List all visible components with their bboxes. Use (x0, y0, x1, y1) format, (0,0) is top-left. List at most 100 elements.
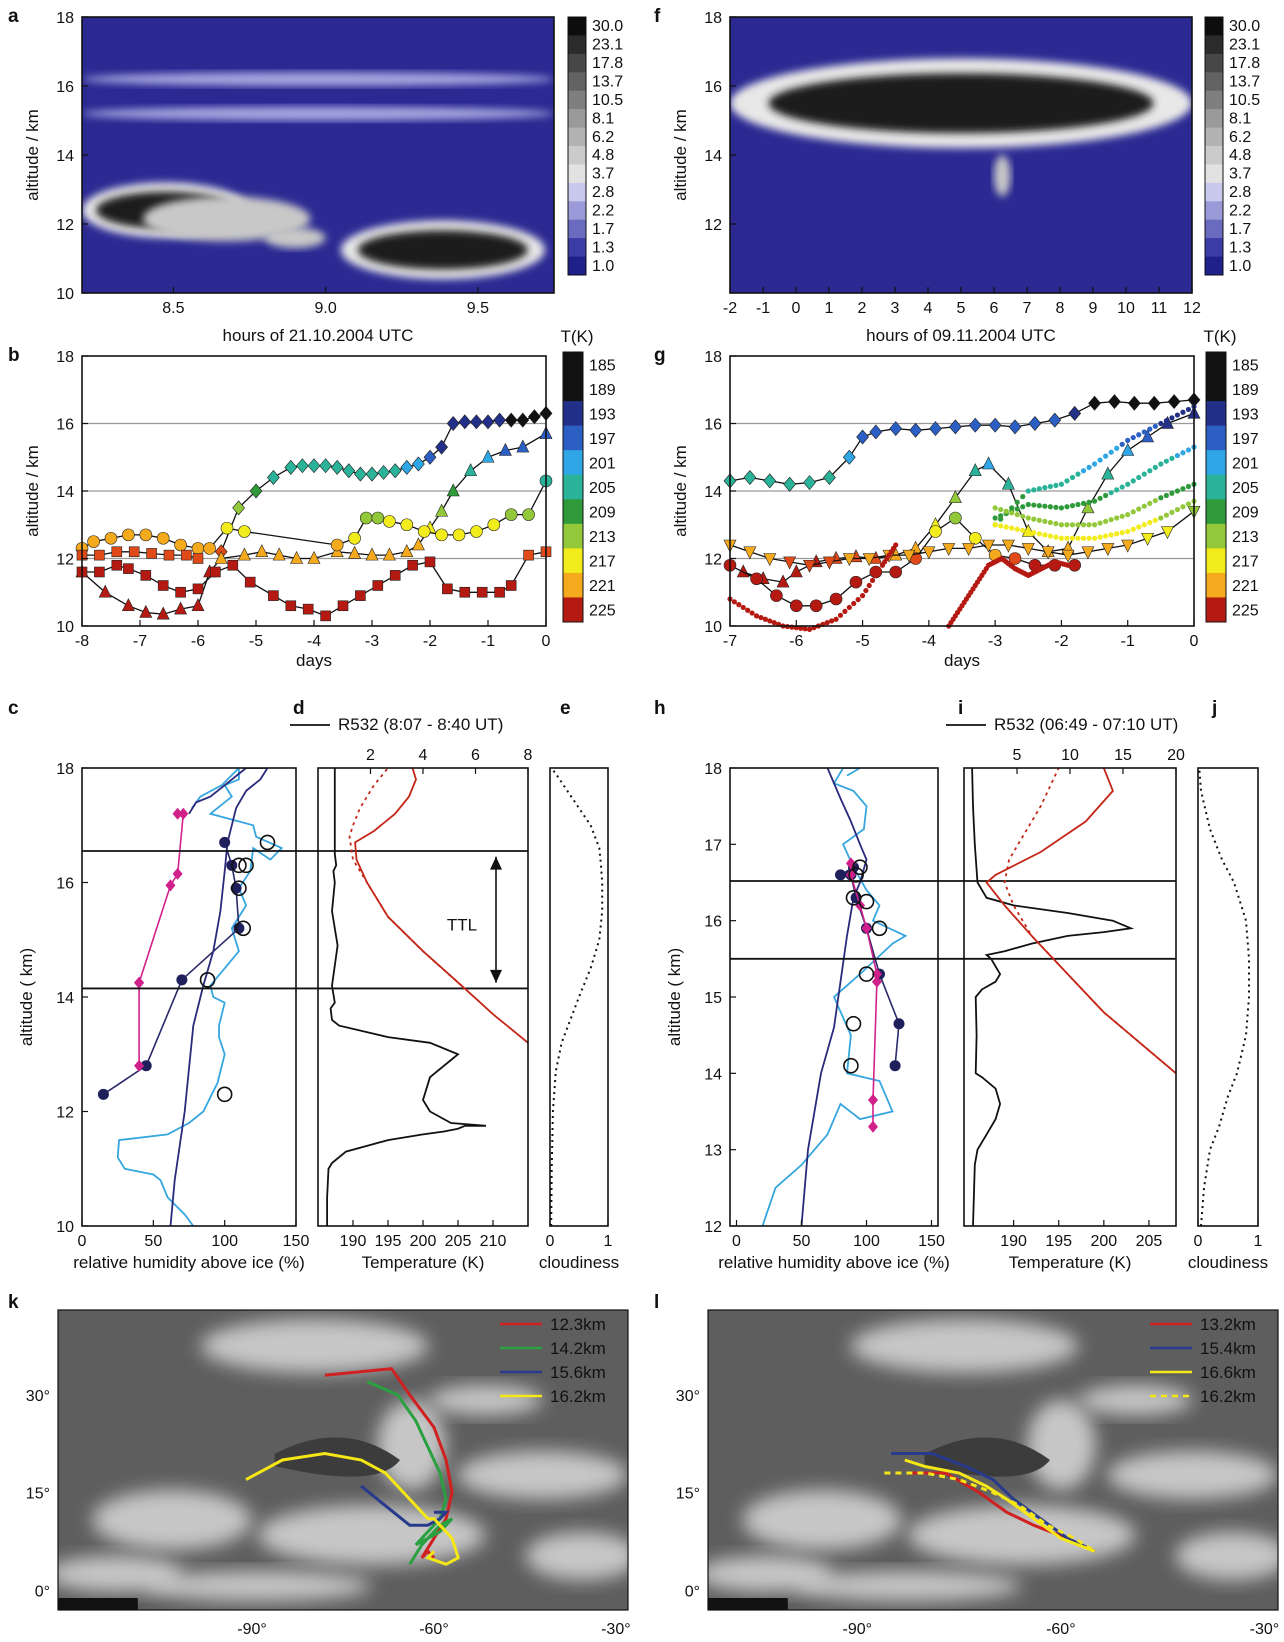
panel-a-colorbar-cell (568, 90, 586, 110)
panel-l-cloud (793, 1571, 1022, 1601)
panel-b-series1-point (191, 598, 205, 612)
panel-g-series8-point (1103, 518, 1109, 524)
panel-e-xlabel: cloudiness (539, 1253, 619, 1272)
panel-g-series1-point (1101, 466, 1115, 480)
panel-g-series7-point (1108, 490, 1114, 496)
panel-b-series3-point (355, 590, 366, 601)
panel-e-series-black-dotted (550, 768, 604, 1226)
panel-g-series0-point (783, 476, 797, 492)
panel-g-series9-point (1169, 509, 1175, 515)
panel-l-legend-label: 13.2km (1200, 1315, 1256, 1334)
panel-g-series9-point (1097, 534, 1103, 540)
panel-g-series7-point (1020, 504, 1026, 510)
panel-c-point-magenta (165, 879, 176, 892)
panel-f-colorbar-cell (1205, 17, 1223, 36)
panel-l-xtick-label: -60° (1046, 1621, 1076, 1638)
panel-h-ytick-label: 15 (704, 990, 722, 1007)
panel-b-series3-point (476, 586, 488, 598)
panel-b-series2-point (139, 528, 153, 542)
panel-b-series4-point (94, 549, 105, 561)
panel-g-colorbar-frame (1205, 351, 1227, 623)
panel-g-series6-point (1114, 445, 1120, 451)
panel-g-colorbar-label: 213 (1232, 529, 1259, 546)
panel-g-series9-point (1053, 534, 1059, 540)
panel-g-series4-point (802, 626, 808, 632)
panel-l-cloud (907, 1505, 1136, 1565)
panel-c-point-open (216, 1086, 233, 1103)
panel-g-series3-point (803, 559, 817, 573)
panel-f-xtick-label: -1 (756, 300, 770, 317)
panel-g-series6-point (1047, 483, 1053, 490)
panel-b-series0-line (220, 412, 547, 553)
panel-f-colorbar-label: 13.7 (1229, 74, 1260, 91)
panel-g-series3-point (822, 556, 836, 570)
panel-a-cloud-feature (82, 106, 554, 121)
panel-h-profiles (761, 768, 908, 1226)
panel-k-xtick-label: -60° (419, 1621, 449, 1638)
panel-f-xlabel: hours of 09.11.2004 UTC (866, 326, 1056, 345)
panel-g-series8-point (992, 505, 998, 511)
panel-g-series8-point (1158, 495, 1164, 501)
panel-b-series0-point (458, 414, 472, 430)
panel-f-colorbar-cell (1205, 238, 1223, 258)
panel-g-series6-point (1036, 486, 1042, 492)
panel-g-series9-point (1119, 530, 1125, 536)
panel-h-ytick-label: 14 (704, 1066, 722, 1083)
panel-f-ytick-label: 14 (704, 148, 722, 165)
panel-b-series4-point (128, 546, 140, 558)
panel-d-profiles (326, 768, 528, 1226)
panel-b-colorbar-cell (563, 450, 583, 476)
panel-i-xtick-label: 205 (1136, 1233, 1163, 1250)
panel-h-point-navy (889, 1060, 901, 1072)
panel-g-series0-point (803, 475, 816, 491)
panel-a-ytick-label: 12 (56, 217, 74, 234)
panel-g-series4-point (833, 616, 839, 622)
panel-l-ytick-label: 15° (676, 1486, 700, 1503)
panel-f-colorbar-label: 4.8 (1229, 147, 1251, 164)
panel-label: a (8, 6, 19, 27)
panel-g-colorbar-cell (1206, 401, 1226, 427)
panel-b-series3-point (157, 580, 169, 591)
panel-b-series4-point (111, 546, 123, 558)
panel-a-colorbar-cell (568, 72, 586, 92)
panel-j-xtick-label: 1 (1254, 1233, 1263, 1250)
panel-b-series2-point (122, 528, 135, 542)
panel-g-series7-point (1158, 461, 1164, 467)
panel-b-colorbar-cell (563, 474, 583, 500)
panel-f-cloud-core (768, 73, 1154, 134)
panel-g-series9-point (1069, 535, 1076, 541)
panel-g-series3-point (763, 553, 777, 567)
panel-label: h (654, 698, 666, 719)
panel-a-colorbar-cell (568, 146, 586, 165)
panel-g-series8-point (1091, 522, 1098, 528)
panel-label: b (8, 345, 20, 366)
panel-b-series1-point (446, 483, 460, 497)
panel-b-series3-line (82, 551, 547, 617)
panel-b-series0-point (249, 483, 263, 499)
panel-b-colorbar-cell (563, 548, 583, 574)
panel-f-ytick-label: 18 (704, 10, 722, 27)
panel-g-series6-point (1125, 437, 1131, 443)
panel-c-point-open (238, 857, 254, 874)
panel-g-series6-point (1103, 453, 1109, 459)
panel-b-series3-point (407, 559, 418, 571)
panel-b-series1-point (516, 439, 530, 453)
panel-g-series1-point (968, 463, 982, 477)
panel-g-series3-point (1061, 549, 1075, 563)
panel-c-point-open (231, 857, 247, 874)
panel-f-cloud-feature (994, 155, 1011, 197)
panel-g-series6-point (1147, 426, 1153, 432)
panel-h-point-navy (835, 869, 846, 881)
panel-g-series2-point (770, 589, 783, 602)
panel-b-xlabel: days (296, 651, 332, 670)
panel-b-series1-point (237, 547, 251, 561)
panel-b-series0-point (342, 463, 356, 479)
panel-g-colorbar-cell (1206, 352, 1226, 378)
panel-b-colorbar-label: 209 (589, 505, 616, 522)
panel-b-series1-point (255, 544, 269, 558)
panel-g-series4-point (859, 593, 866, 599)
panel-g-series9-point (1058, 535, 1065, 541)
panel-d-series-black (326, 768, 487, 1226)
panel-g-series8-point (1075, 522, 1081, 528)
panel-g-series3-point (982, 539, 995, 553)
